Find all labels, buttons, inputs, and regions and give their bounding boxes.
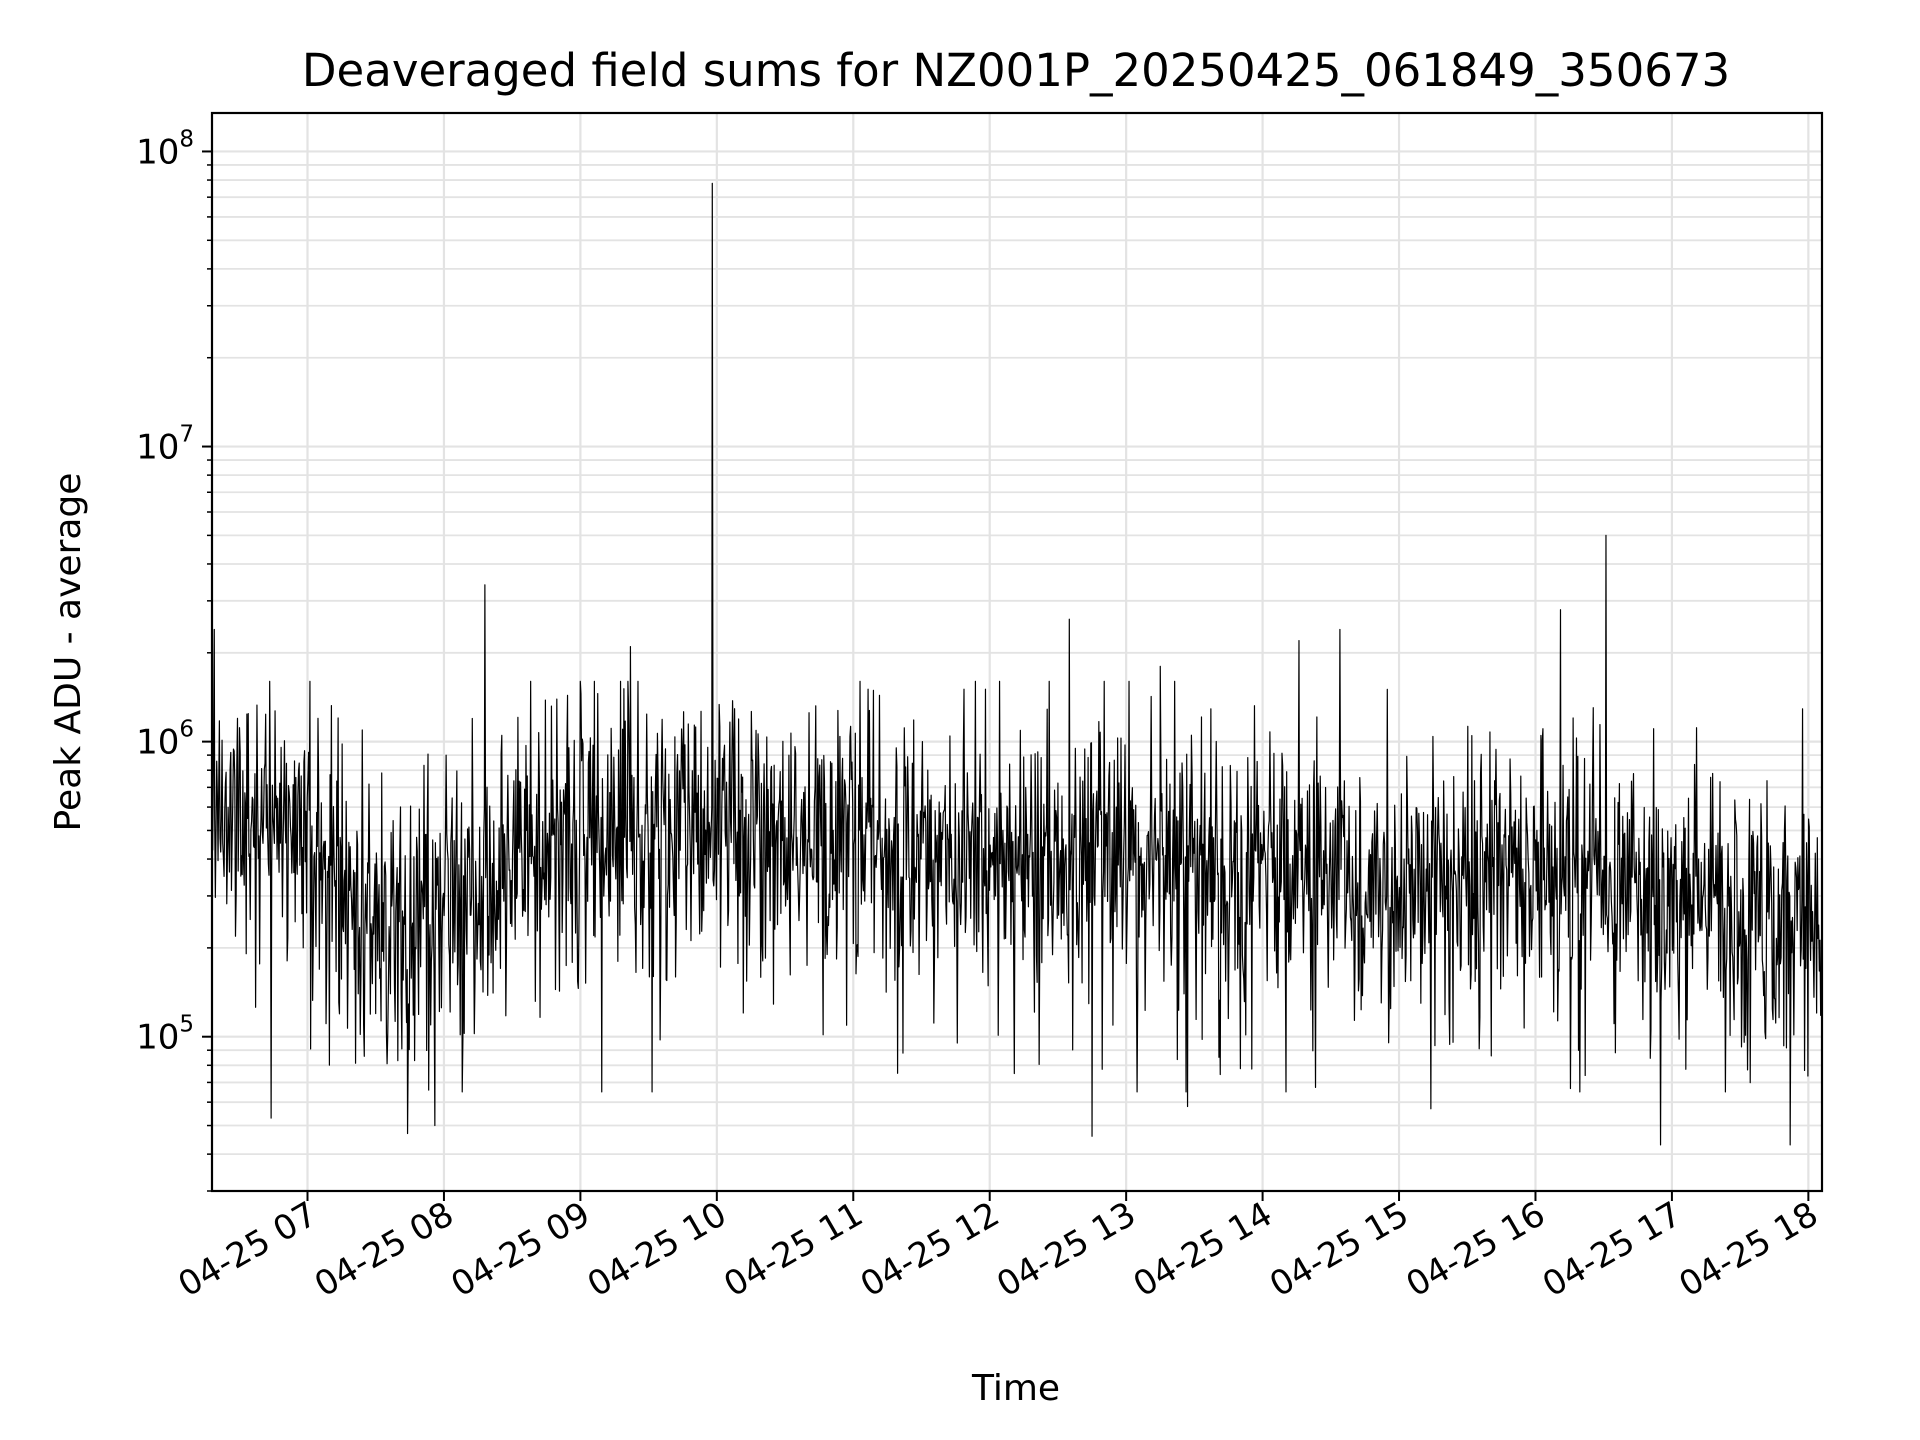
y-tick-label-base: 10 <box>136 1018 179 1058</box>
x-axis-label: Time <box>971 1368 1060 1409</box>
series-line-path <box>211 182 1823 1146</box>
y-tick-label-exponent: 5 <box>179 1012 194 1038</box>
y-tick-label: 108 <box>136 126 194 172</box>
y-tick-label-base: 10 <box>136 428 179 468</box>
y-axis-label: Peak ADU - average <box>48 473 89 832</box>
y-tick-label-base: 10 <box>136 723 179 763</box>
y-tick-label: 105 <box>136 1012 194 1058</box>
chart-title: Deaveraged field sums for NZ001P_2025042… <box>302 44 1730 97</box>
y-tick-label-exponent: 6 <box>179 717 194 743</box>
y-tick-label-exponent: 7 <box>179 422 194 448</box>
y-tick-label-base: 10 <box>136 132 179 172</box>
y-tick-label-exponent: 8 <box>179 126 194 152</box>
grid <box>212 113 1822 1192</box>
y-tick-label: 107 <box>136 422 194 468</box>
y-tick-label: 106 <box>136 717 194 763</box>
plot-frame <box>210 111 1824 1193</box>
series-line <box>211 182 1823 1146</box>
plot-area <box>210 111 1824 1193</box>
